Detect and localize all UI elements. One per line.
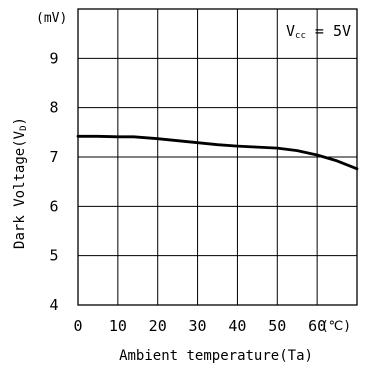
x-tick-label: 50 <box>268 317 286 335</box>
x-axis-label: Ambient temperature(Ta) <box>119 348 313 364</box>
y-tick-label: 7 <box>49 148 58 166</box>
x-tick-labels: 0 10 20 30 40 50 60 <box>73 317 326 335</box>
x-tick-label: 40 <box>228 317 246 335</box>
x-tick-label: 0 <box>73 317 82 335</box>
vcc-annotation: Vcc = 5V <box>286 22 351 41</box>
y-axis-label-sub: D <box>19 126 29 131</box>
x-tick-label: 30 <box>189 317 207 335</box>
x-tick-label: 10 <box>109 317 127 335</box>
vcc-annotation-rest: = 5V <box>306 22 351 40</box>
y-axis-label: Dark Voltage(VD) <box>12 117 29 249</box>
y-tick-label: 8 <box>49 99 58 117</box>
vcc-annotation-sub: cc <box>295 31 306 41</box>
y-tick-labels: 4 5 6 7 8 9 <box>49 49 58 314</box>
y-axis-label-close: ) <box>12 117 28 125</box>
y-tick-label: 6 <box>49 197 58 215</box>
grid <box>78 9 357 305</box>
x-unit-label: (℃) <box>321 319 351 334</box>
y-tick-label: 5 <box>49 247 58 265</box>
y-unit-label: (mV) <box>36 11 67 26</box>
y-axis-label-main: Dark Voltage(V <box>12 130 28 249</box>
vcc-annotation-main: V <box>286 22 295 40</box>
y-tick-label: 9 <box>49 49 58 67</box>
dark-voltage-line <box>76 134 359 171</box>
plot-frame <box>77 8 358 306</box>
x-tick-label: 20 <box>149 317 167 335</box>
y-tick-label: 4 <box>49 296 58 314</box>
x-tick-label: 60 <box>308 317 326 335</box>
